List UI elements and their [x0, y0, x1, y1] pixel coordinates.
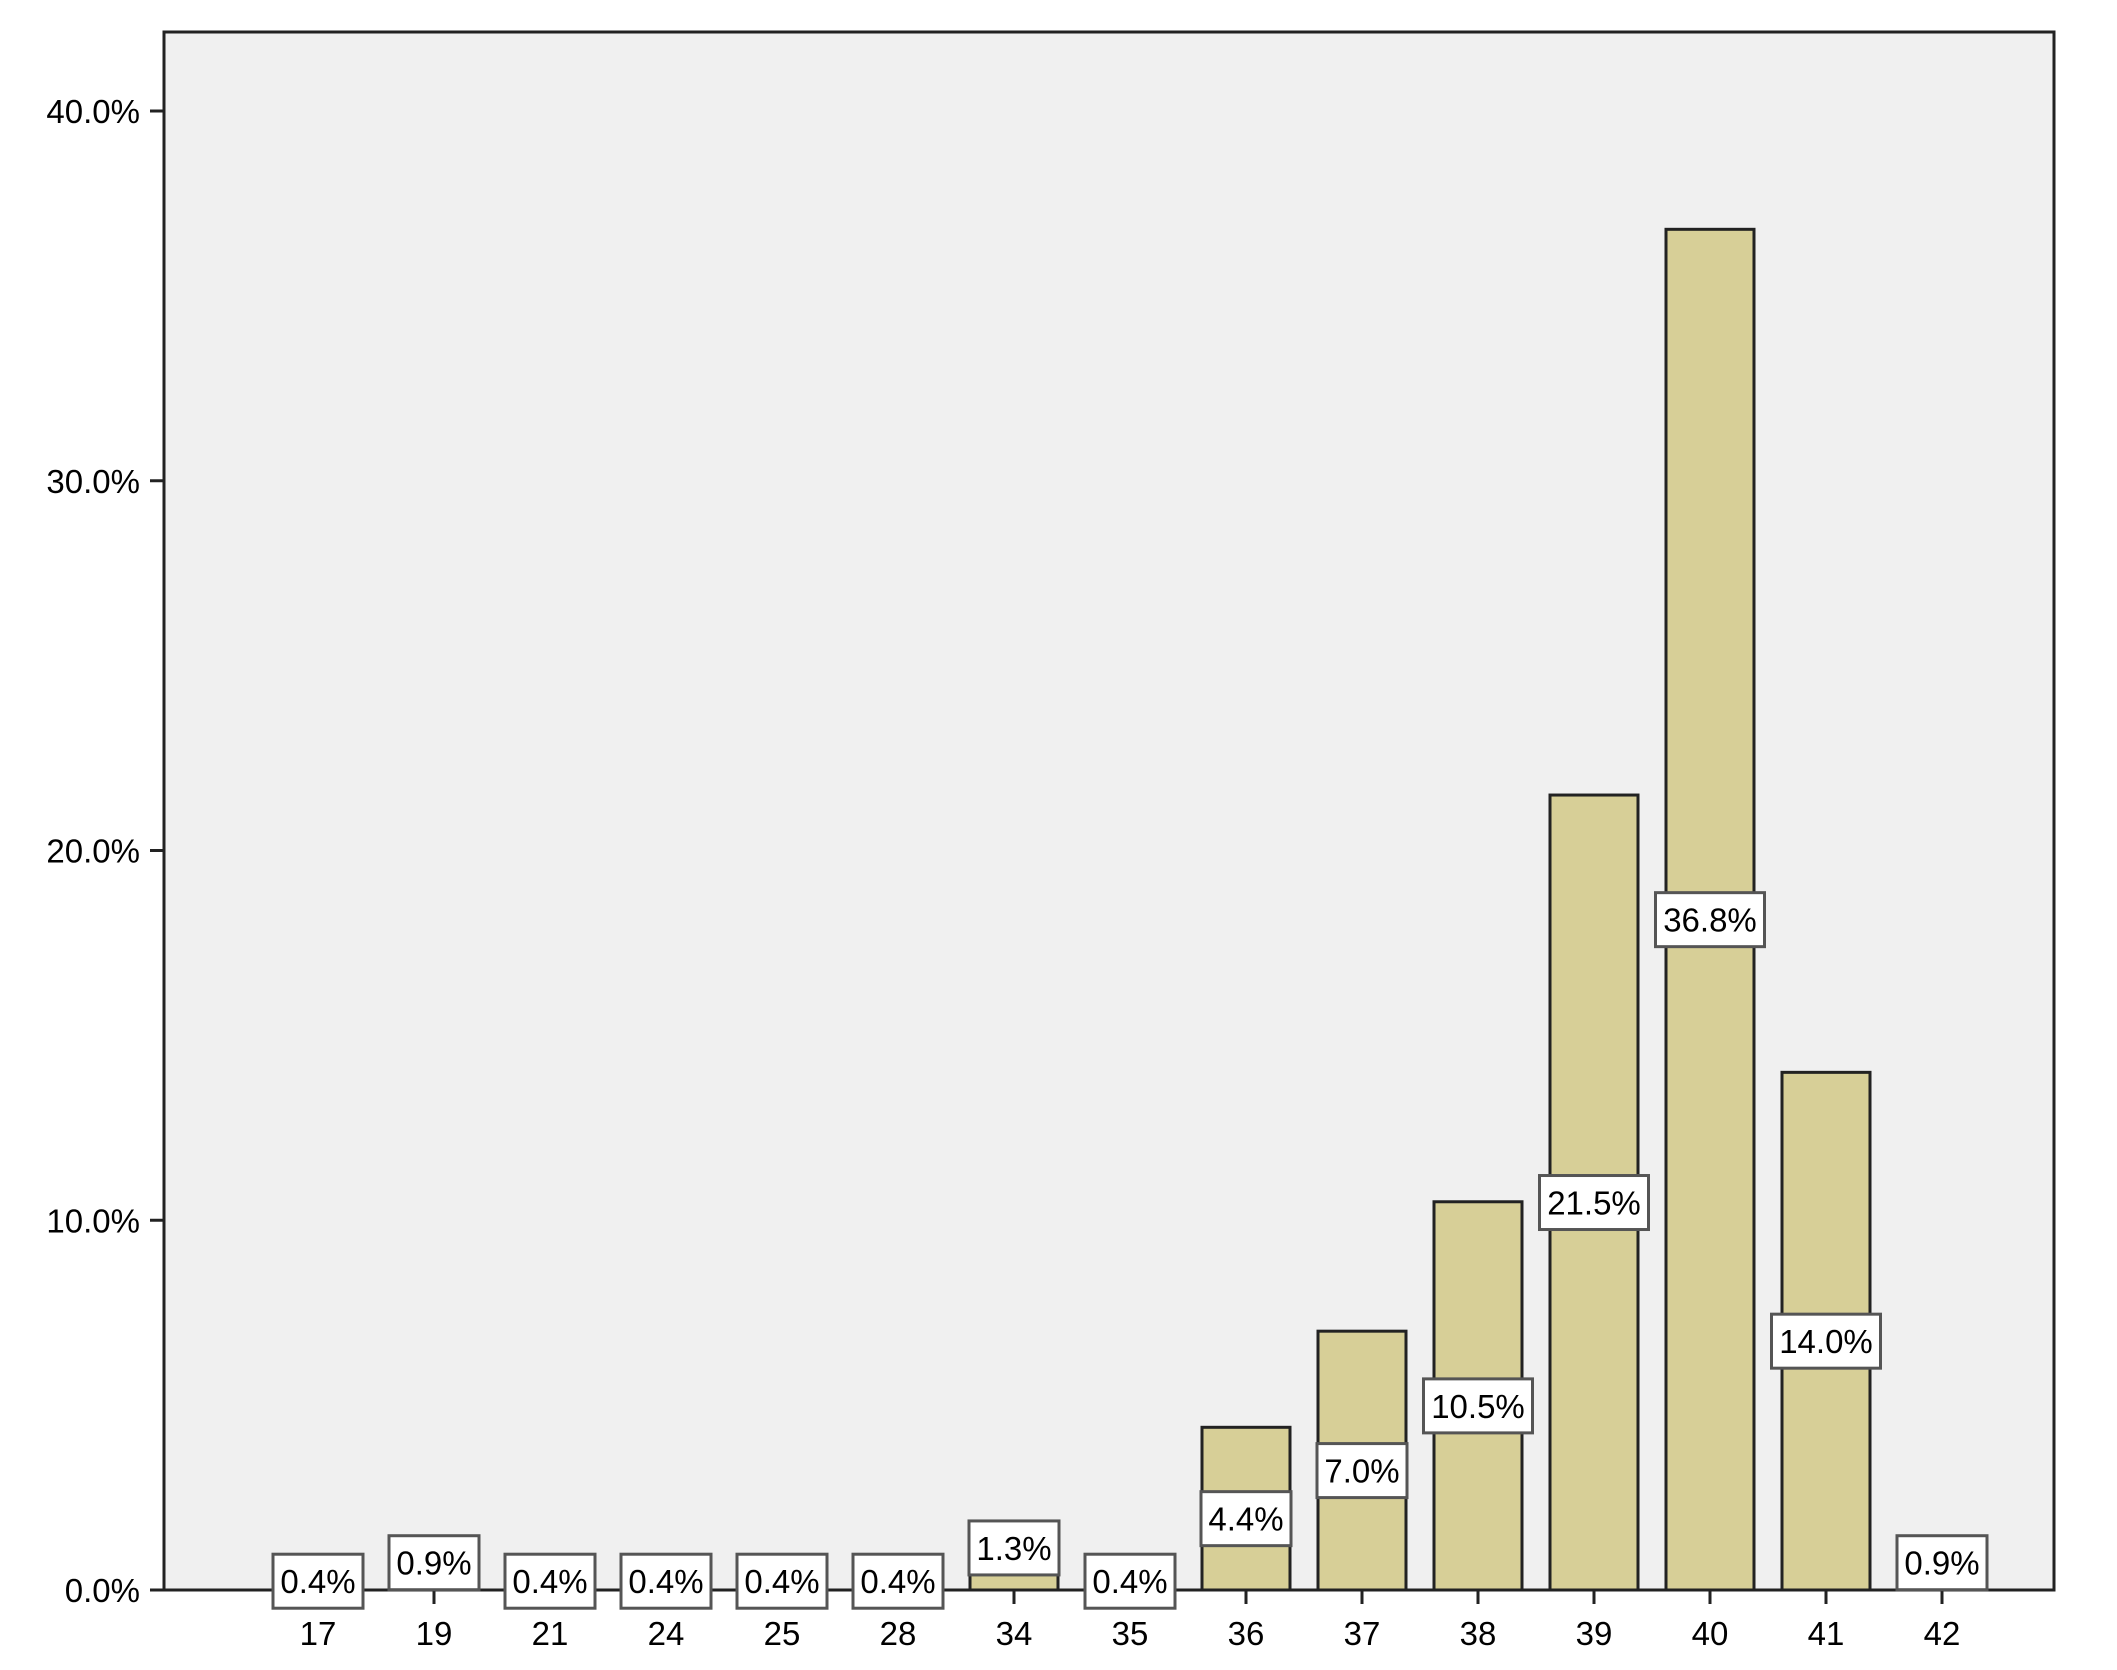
- x-tick-label: 36: [1228, 1615, 1265, 1652]
- data-label-box: [271, 1552, 365, 1610]
- x-tick-label: 35: [1112, 1615, 1149, 1652]
- x-tick-label: 40: [1692, 1615, 1729, 1652]
- data-label-box: [1315, 1442, 1409, 1500]
- data-label-box: [1538, 1174, 1650, 1232]
- y-tick-label: 10.0%: [46, 1202, 140, 1239]
- x-tick-label: 21: [532, 1615, 569, 1652]
- data-label: 0.9%: [1904, 1545, 1979, 1582]
- data-label: 0.4%: [512, 1563, 587, 1600]
- data-label-box: [1199, 1490, 1293, 1548]
- y-tick-label: 30.0%: [46, 463, 140, 500]
- y-tick-label: 0.0%: [65, 1572, 140, 1609]
- x-tick-label: 38: [1460, 1615, 1497, 1652]
- data-label-box: [735, 1552, 829, 1610]
- x-tick-label: 17: [300, 1615, 337, 1652]
- x-tick-label: 41: [1808, 1615, 1845, 1652]
- data-label-box: [1895, 1534, 1989, 1592]
- data-label-box: [503, 1552, 597, 1610]
- data-label: 7.0%: [1324, 1453, 1399, 1490]
- x-tick-label: 19: [416, 1615, 453, 1652]
- data-label: 0.4%: [744, 1563, 819, 1600]
- data-label-box: [1654, 891, 1766, 949]
- data-label: 0.4%: [860, 1563, 935, 1600]
- y-axis: 0.0% 10.0% 20.0% 30.0% 40.0%: [46, 93, 164, 1609]
- data-label: 0.4%: [628, 1563, 703, 1600]
- data-label-box: [387, 1534, 481, 1592]
- y-tick-label: 40.0%: [46, 93, 140, 130]
- data-label: 21.5%: [1547, 1185, 1641, 1222]
- data-label: 10.5%: [1431, 1388, 1525, 1425]
- x-tick-label: 34: [996, 1615, 1033, 1652]
- x-tick-label: 42: [1924, 1615, 1961, 1652]
- y-tick-label: 20.0%: [46, 833, 140, 870]
- data-label-box: [1083, 1552, 1177, 1610]
- data-label: 0.9%: [396, 1545, 471, 1582]
- data-label-box: [967, 1519, 1061, 1577]
- x-tick-label: 25: [764, 1615, 801, 1652]
- x-tick-label: 37: [1344, 1615, 1381, 1652]
- data-label-box: [619, 1552, 713, 1610]
- x-tick-label: 28: [880, 1615, 917, 1652]
- x-tick-label: 39: [1576, 1615, 1613, 1652]
- data-label: 0.4%: [1092, 1563, 1167, 1600]
- data-label-box: [1770, 1312, 1882, 1370]
- data-label: 36.8%: [1663, 902, 1757, 939]
- data-label-box: [851, 1552, 945, 1610]
- data-labels: 0.4% 0.9% 0.4% 0.4% 0.4% 0.4% 1.3% 0.4% 4.4% 7.0%…: [271, 891, 1989, 1610]
- data-label: 0.4%: [280, 1563, 355, 1600]
- data-label-box: [1422, 1377, 1534, 1435]
- data-label: 14.0%: [1779, 1323, 1873, 1360]
- data-label: 1.3%: [976, 1530, 1051, 1567]
- x-tick-label: 24: [648, 1615, 685, 1652]
- data-label: 4.4%: [1208, 1501, 1283, 1538]
